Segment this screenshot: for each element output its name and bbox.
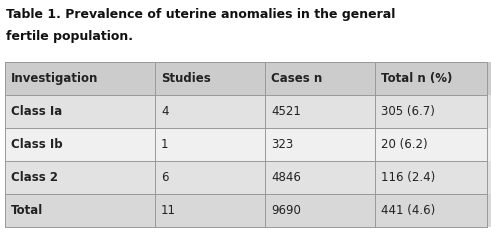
- Text: 9690: 9690: [271, 204, 301, 217]
- Bar: [5, 161, 155, 194]
- Text: Total: Total: [11, 204, 43, 217]
- Text: 4846: 4846: [271, 171, 301, 184]
- Text: Table 1. Prevalence of uterine anomalies in the general: Table 1. Prevalence of uterine anomalies…: [6, 8, 395, 21]
- Text: Cases n: Cases n: [271, 72, 322, 85]
- Text: 323: 323: [271, 138, 293, 151]
- Text: 4: 4: [161, 105, 168, 118]
- Bar: [155, 161, 265, 194]
- Bar: [375, 128, 491, 161]
- Text: 116 (2.4): 116 (2.4): [381, 171, 435, 184]
- Bar: [375, 62, 491, 95]
- Text: 11: 11: [161, 204, 176, 217]
- Bar: [265, 128, 375, 161]
- Bar: [5, 194, 155, 227]
- Bar: [155, 194, 265, 227]
- Text: fertile population.: fertile population.: [6, 30, 133, 43]
- Bar: [375, 161, 491, 194]
- Bar: [5, 62, 155, 95]
- Text: Total n (%): Total n (%): [381, 72, 452, 85]
- Text: 6: 6: [161, 171, 168, 184]
- Bar: [265, 62, 375, 95]
- Text: 441 (4.6): 441 (4.6): [381, 204, 435, 217]
- Bar: [265, 161, 375, 194]
- Text: Class 2: Class 2: [11, 171, 58, 184]
- Bar: [155, 95, 265, 128]
- Bar: [375, 95, 491, 128]
- Bar: [155, 62, 265, 95]
- Text: 20 (6.2): 20 (6.2): [381, 138, 428, 151]
- Text: 4521: 4521: [271, 105, 301, 118]
- Text: Investigation: Investigation: [11, 72, 98, 85]
- Text: Studies: Studies: [161, 72, 211, 85]
- Bar: [5, 95, 155, 128]
- Bar: [375, 194, 491, 227]
- Text: Class Ib: Class Ib: [11, 138, 63, 151]
- Text: Class Ia: Class Ia: [11, 105, 62, 118]
- Bar: [5, 128, 155, 161]
- Bar: [265, 95, 375, 128]
- Text: 1: 1: [161, 138, 168, 151]
- Bar: [265, 194, 375, 227]
- Text: 305 (6.7): 305 (6.7): [381, 105, 435, 118]
- Bar: [155, 128, 265, 161]
